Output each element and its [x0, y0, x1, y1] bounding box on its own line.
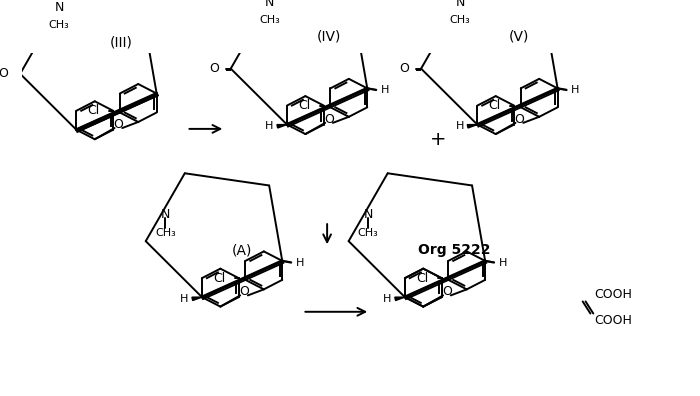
Text: H: H [571, 85, 580, 95]
Text: N: N [55, 1, 64, 14]
Text: (IV): (IV) [317, 30, 341, 44]
Text: CH₃: CH₃ [260, 15, 280, 25]
Text: Cl: Cl [416, 272, 428, 285]
Text: N: N [160, 208, 170, 221]
Polygon shape [395, 297, 405, 301]
Text: N: N [265, 0, 274, 9]
Text: H: H [456, 121, 464, 131]
Text: O: O [113, 118, 123, 131]
Text: CH₃: CH₃ [49, 20, 69, 30]
Text: O: O [209, 62, 219, 75]
Text: O: O [324, 113, 334, 126]
Polygon shape [277, 125, 287, 128]
Text: O: O [514, 113, 524, 126]
Text: Cl: Cl [213, 272, 225, 285]
Text: H: H [498, 258, 507, 268]
Text: Cl: Cl [88, 104, 99, 117]
Text: O: O [442, 286, 452, 299]
Text: Org 5222: Org 5222 [419, 244, 491, 257]
Text: H: H [180, 294, 188, 304]
Text: O: O [239, 286, 249, 299]
Text: H: H [265, 121, 274, 131]
Text: H: H [296, 258, 304, 268]
Text: Cl: Cl [298, 99, 310, 112]
Text: CH₃: CH₃ [155, 228, 176, 238]
Text: H: H [381, 85, 389, 95]
Text: Cl: Cl [489, 99, 500, 112]
Text: CH₃: CH₃ [450, 15, 470, 25]
Text: COOH: COOH [594, 288, 632, 301]
Text: N: N [363, 208, 373, 221]
Text: COOH: COOH [594, 314, 632, 327]
Text: H: H [383, 294, 391, 304]
Text: O: O [400, 62, 410, 75]
Polygon shape [192, 297, 202, 301]
Text: CH₃: CH₃ [358, 228, 379, 238]
Text: O: O [0, 67, 8, 80]
Text: N: N [456, 0, 465, 9]
Text: (A): (A) [232, 244, 252, 257]
Text: (V): (V) [509, 30, 530, 44]
Text: (III): (III) [110, 35, 133, 49]
Text: +: + [430, 130, 446, 149]
Polygon shape [468, 125, 477, 128]
